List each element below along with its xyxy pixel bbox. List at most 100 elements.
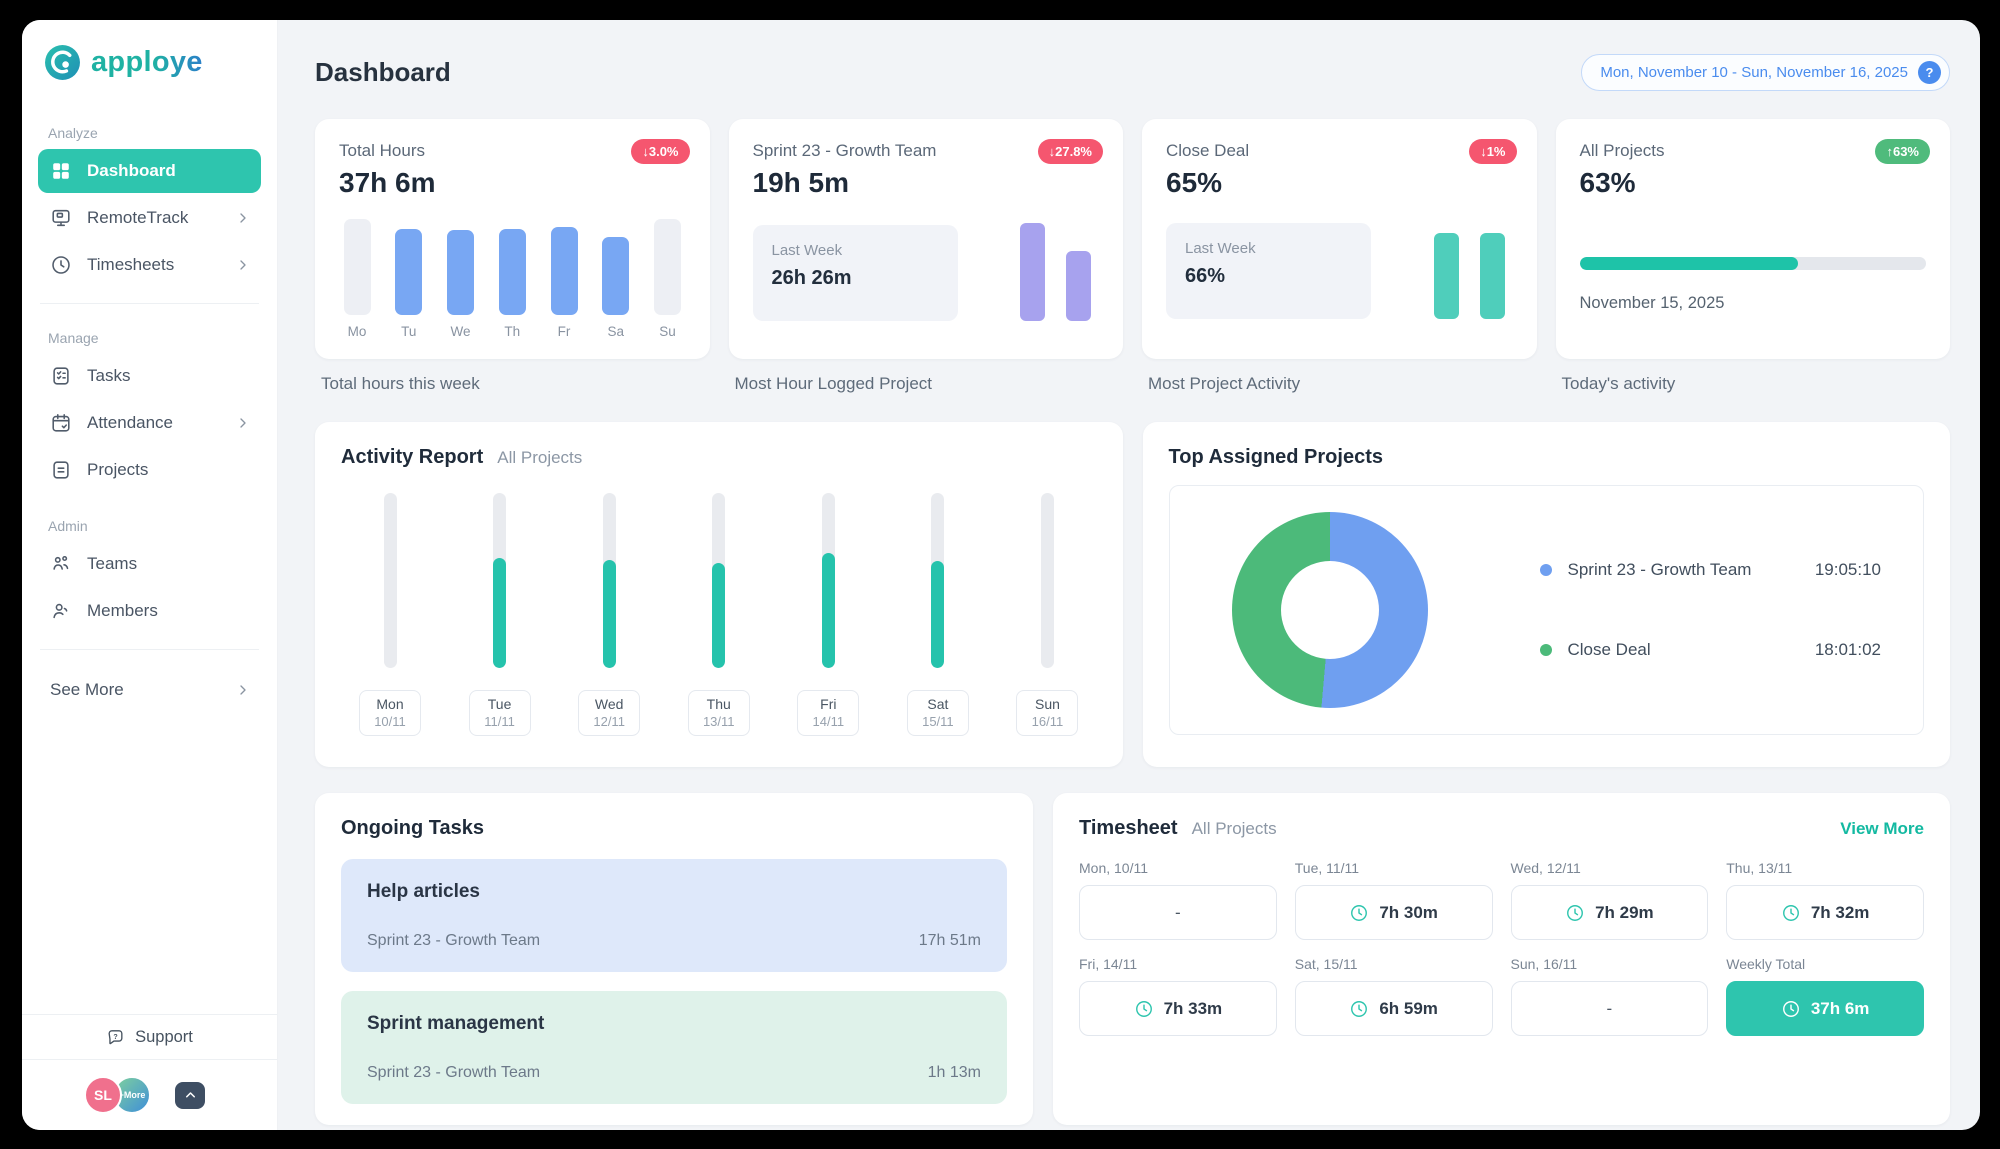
timesheet-cell: Thu, 13/11 7h 32m [1726, 860, 1924, 940]
timesheet-entry-sun,-16/11[interactable]: - [1510, 981, 1709, 1036]
sidebar-section-label: Analyze [48, 125, 98, 141]
sidebar-item-see-more[interactable]: See More [22, 668, 277, 712]
activity-report-card: Activity Report All Projects Mon 10/11 Tue… [315, 422, 1123, 767]
timesheet-cell: Weekly Total 37h 6m [1726, 956, 1924, 1036]
trend-badge: ↓3.0% [631, 139, 690, 164]
last-week-label: Last Week [1185, 240, 1256, 257]
last-week-value: 26h 26m [771, 267, 852, 289]
activity-day-column: Sun 16/11 [1016, 493, 1079, 736]
avatar-group: SL +More [22, 1060, 277, 1130]
legend-dot [1539, 564, 1552, 576]
card-body: Last Week 26h 26m [752, 223, 1100, 321]
timesheet-day-label: Fri, 14/11 [1079, 956, 1138, 972]
sidebar-item-label: Dashboard [87, 161, 176, 180]
timesheet-cell: Fri, 14/11 7h 33m [1079, 956, 1277, 1036]
task-list: Help articles Sprint 23 - Growth Team 17h … [341, 859, 1007, 1104]
timesheet-entry-value: 6h 59m [1379, 998, 1438, 1018]
sidebar-item-tasks[interactable]: Tasks [38, 354, 261, 398]
activity-day-column: Thu 13/11 [687, 493, 750, 736]
clock-icon [1565, 903, 1585, 923]
last-week-value: 66% [1185, 265, 1226, 287]
timesheet-entry-mon,-10/11[interactable]: - [1079, 885, 1277, 940]
sidebar-item-dashboard[interactable]: Dashboard [38, 149, 261, 193]
sidebar-item-members[interactable]: Members [38, 589, 261, 633]
sidebar-bottom: ? Support SL +More [22, 1014, 277, 1130]
collapse-up-button[interactable] [175, 1081, 205, 1109]
activity-day-label: Sun 16/11 [1016, 690, 1079, 736]
task-name: Help articles [367, 881, 480, 902]
mini-bars [1020, 223, 1091, 321]
apploye-logo-icon [44, 44, 81, 81]
projects-donut-chart [1231, 512, 1428, 708]
task-project: Sprint 23 - Growth Team [367, 932, 541, 949]
main-content: Dashboard Mon, November 10 - Sun, Novemb… [278, 20, 1980, 1130]
clock-icon [1349, 903, 1369, 923]
stat-cards-row: Total Hours 37h 6m ↓3.0% Mo Tu We Th Fr Sa Su … [315, 119, 1950, 359]
date-range-picker[interactable]: Mon, November 10 - Sun, November 16, 202… [1581, 54, 1950, 91]
timesheet-entry-value: 7h 32m [1810, 902, 1870, 922]
task-duration: 17h 51m [918, 932, 981, 949]
activity-bar-track [821, 493, 835, 668]
card-value: 63% [1579, 167, 1636, 198]
avatar-initials[interactable]: SL [84, 1076, 122, 1114]
task-tile-help-articles[interactable]: Help articles Sprint 23 - Growth Team 17h … [341, 859, 1007, 972]
sidebar-item-label: Projects [87, 460, 149, 479]
sidebar-item-teams[interactable]: Teams [38, 542, 261, 586]
panel-title: Timesheet [1079, 817, 1178, 839]
divider [22, 1059, 277, 1060]
panel-header: Ongoing Tasks [341, 817, 1007, 840]
mini-bar-day-label: Sa [607, 324, 624, 339]
activity-bar-track [493, 493, 507, 668]
sidebar-item-timesheets[interactable]: Timesheets [38, 243, 261, 287]
mini-bar-column: Su [654, 219, 682, 339]
logo: apploye [22, 20, 277, 81]
panel-title: Ongoing Tasks [341, 817, 484, 839]
card-most-project-activity: Close Deal 65% ↓1% Last Week 66% [1142, 119, 1537, 359]
mini-bar-track [447, 219, 474, 315]
activity-bar-track [1040, 493, 1054, 668]
mini-bar-column: Fr [550, 219, 578, 339]
mini-bar-column: Sa [602, 219, 630, 339]
document-icon [50, 459, 72, 481]
card-most-hour-project: Sprint 23 - Growth Team 19h 5m ↓27.8% La… [728, 119, 1123, 359]
sidebar-item-label: Members [87, 601, 158, 620]
mini-bar [602, 237, 630, 315]
help-icon[interactable]: ? [1918, 61, 1941, 84]
support-button[interactable]: ? Support [22, 1015, 277, 1059]
timesheet-day-label: Thu, 13/11 [1726, 860, 1793, 876]
activity-day-label: Sat 15/11 [906, 690, 969, 736]
mini-bar-column: We [447, 219, 475, 339]
timesheet-entry-sat,-15/11[interactable]: 6h 59m [1294, 981, 1493, 1036]
activity-bar-fill [493, 557, 507, 668]
sidebar-item-attendance[interactable]: Attendance [38, 401, 261, 445]
card-title: Total Hours [339, 141, 425, 160]
sidebar-item-projects[interactable]: Projects [38, 448, 261, 492]
task-tile-sprint-management[interactable]: Sprint management Sprint 23 - Growth Team… [341, 991, 1007, 1104]
mini-bar-track [343, 219, 371, 315]
timesheet-entry-thu,-13/11[interactable]: 7h 32m [1726, 885, 1924, 940]
activity-bar-track [931, 493, 945, 668]
mini-bar [1433, 233, 1459, 319]
legend-project-time: 18:01:02 [1814, 640, 1881, 659]
chevron-right-icon [235, 415, 251, 431]
timesheet-entry-weekly-total[interactable]: 37h 6m [1726, 981, 1924, 1036]
timesheet-entry-value: 7h 29m [1595, 902, 1654, 922]
timesheet-entry-wed,-12/11[interactable]: 7h 29m [1510, 885, 1709, 940]
card-body: Last Week 66% [1166, 223, 1513, 319]
see-more-label: See More [50, 680, 124, 699]
stat-caption: Most Project Activity [1148, 374, 1301, 393]
activity-report-chart: Mon 10/11 Tue 11/11 Wed 12/11 Thu 13/11 Fri 14/11… [341, 493, 1097, 736]
chevron-right-icon [235, 257, 251, 273]
timesheet-entry-fri,-14/11[interactable]: 7h 33m [1079, 981, 1277, 1036]
timesheet-cell: Tue, 11/11 7h 30m [1294, 860, 1493, 940]
card-title: All Projects [1579, 141, 1665, 160]
divider [22, 1014, 277, 1015]
activity-date: November 15, 2025 [1579, 294, 1725, 312]
mini-bars [1433, 233, 1505, 319]
mini-bar [1066, 251, 1091, 321]
timesheet-entry-tue,-11/11[interactable]: 7h 30m [1294, 885, 1493, 940]
view-more-link[interactable]: View More [1840, 819, 1924, 838]
tasks-icon [50, 365, 72, 387]
sidebar-item-remotetrack[interactable]: RemoteTrack [38, 196, 261, 240]
legend-item: Sprint 23 - Growth Team 19:05:10 [1539, 560, 1881, 580]
